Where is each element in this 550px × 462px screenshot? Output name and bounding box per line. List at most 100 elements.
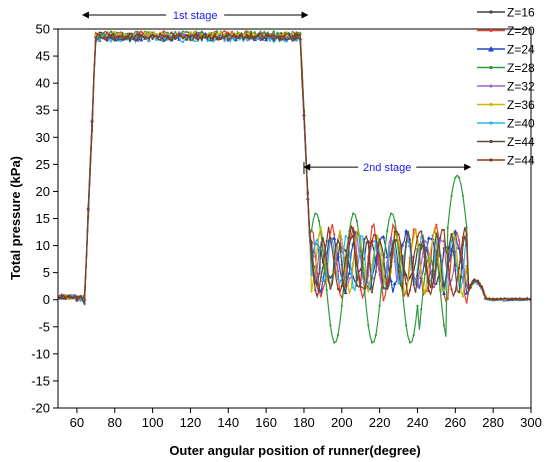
series-point [363,288,366,292]
series-point [405,273,408,276]
series-point [450,278,453,282]
series-point [469,286,472,289]
y-tick-label: 10 [36,238,50,253]
series-point [325,274,328,277]
series-point [408,276,412,279]
series-point [359,288,362,291]
series-point [435,282,438,285]
series-point [276,31,279,34]
series-point [170,37,173,41]
series-point [238,31,241,35]
series-point [223,39,226,43]
series-point [404,228,409,233]
series-point [367,274,370,277]
legend-label: Z=24 [507,43,535,57]
series-point [458,176,461,179]
series-point [454,236,457,239]
series-point [401,287,404,290]
series-point [159,38,162,41]
series-point [454,269,457,272]
series-point [423,264,427,267]
series-point [253,37,256,40]
series-point [446,297,449,300]
series-point [310,257,313,260]
series-point [189,31,192,34]
series-point [155,34,158,38]
series-point [405,241,408,244]
series-point [132,32,135,36]
series-point [306,191,309,194]
series-point [333,341,336,344]
series-point [204,36,207,39]
series-point [181,37,184,40]
series-point [461,194,464,197]
series-point [329,287,332,290]
series-point [370,225,374,228]
series-point [388,278,393,283]
series-point [166,34,169,37]
series-point [317,272,321,275]
series-point [442,324,446,327]
series-point [408,341,412,344]
series-point [136,33,139,36]
series-point [439,254,442,258]
x-tick-label: 80 [108,415,122,430]
series-point [352,229,355,232]
legend-marker [489,65,493,70]
series-point [397,269,400,272]
series-point [389,243,393,246]
series-point [276,35,279,38]
series-point [374,234,377,237]
series-point [435,263,438,266]
series-point [125,33,128,37]
series-point [253,35,256,38]
series-point [439,236,442,239]
plot-frame [57,28,532,409]
series-point [370,341,374,344]
y-tick-label: -20 [31,401,50,416]
series-point [64,296,67,299]
series-point [393,230,396,233]
series-point [219,37,222,41]
series-point [397,249,400,252]
series-point [352,263,355,267]
series-point [336,269,340,273]
series-point [431,285,434,288]
series-point [367,282,370,285]
series-point [370,239,374,242]
series-point [442,289,446,292]
series-point [461,278,464,281]
y-tick-label: 40 [36,76,50,91]
series-point [143,36,147,40]
series-point [60,295,63,299]
series-point [412,255,415,259]
series-point [344,290,347,294]
series-point [109,30,113,33]
series-point [317,288,321,291]
series-point [442,285,446,288]
series-point [317,219,321,223]
legend-label: Z=28 [507,61,535,75]
series-point [503,297,506,300]
series-point [405,292,408,295]
series-point [363,287,366,290]
series-point [359,249,362,252]
series-point [208,33,211,36]
series-point [442,287,446,290]
series-point [412,228,415,231]
series-point [446,256,449,259]
series-point [208,31,211,35]
series-point [200,30,203,33]
series-point [265,37,268,40]
series-point [347,270,352,275]
y-tick-label: -5 [38,319,50,334]
series-point [446,226,449,229]
series-point [510,298,514,301]
x-tick-label: 180 [293,415,315,430]
series-point [336,333,340,337]
series-point [344,268,347,271]
series-point [507,298,510,301]
series-point [302,114,306,117]
series-point [261,38,264,41]
series-point [416,304,419,307]
